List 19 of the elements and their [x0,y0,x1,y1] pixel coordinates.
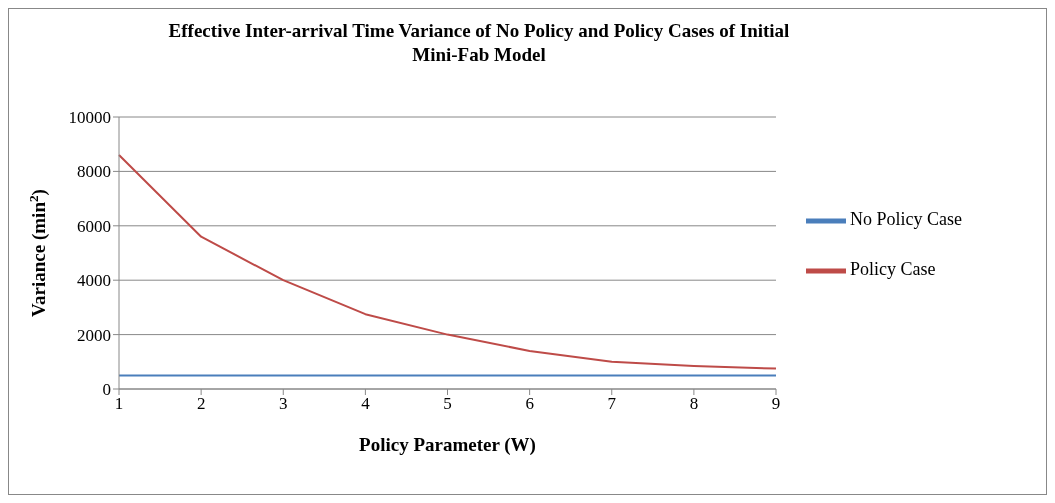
x-tick-label: 2 [196,394,206,414]
chart-title: Effective Inter-arrival Time Variance of No Policy and Policy Cases of Initial Mini-Fab Model [167,19,791,67]
x-tick-label: 9 [771,394,781,414]
y-tick-label: 10000 [68,108,111,128]
y-tick-label: 0 [102,380,111,400]
x-tick-label: 3 [279,394,288,414]
legend-label: Policy Case [850,259,936,279]
legend-label: No Policy Case [850,209,962,229]
y-tick-label: 6000 [77,216,111,236]
x-tick-label: 6 [525,394,534,414]
x-tick-label: 5 [443,394,452,414]
y-tick-label: 4000 [77,271,111,291]
x-axis-title: Policy Parameter (W) [359,434,536,456]
x-tick-label: 8 [689,394,699,414]
y-tick-label: 8000 [77,162,111,182]
x-tick-label: 4 [361,394,371,414]
x-tick-label: 7 [607,394,617,414]
y-tick-label: 2000 [77,325,111,345]
x-tick-label: 1 [114,394,124,414]
